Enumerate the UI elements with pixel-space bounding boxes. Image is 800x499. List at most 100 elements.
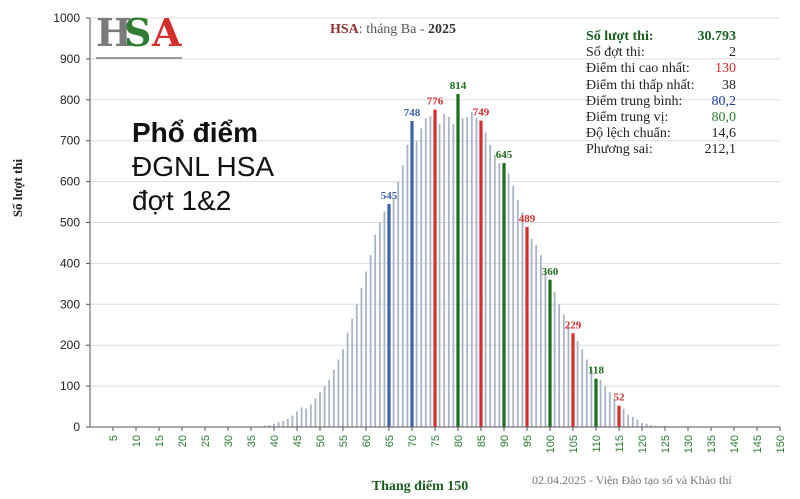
highlight-bar [571,333,575,427]
x-tick-label: 150 [775,435,787,453]
bar [323,386,326,427]
highlight-bar [594,378,598,427]
y-axis-title: Số lượt thi [10,158,25,217]
highlight-bar [433,109,437,427]
y-tick-label: 200 [60,338,80,352]
bar [374,234,377,427]
data-label: 360 [542,266,559,278]
bar [641,422,643,427]
bar [263,425,266,427]
logo-letter-h: H [96,10,132,55]
y-tick-label: 300 [60,297,80,311]
x-axis-title: Thang điểm 150 [372,479,468,494]
overlay-line-1: Phổ điểm [132,117,259,148]
bar [650,424,653,427]
bar [392,197,395,427]
stat-label: Điểm trung vị: [586,109,669,125]
y-tick-label: 0 [73,420,80,434]
title-sep: : [358,22,363,37]
x-tick-label: 60 [361,435,373,447]
bar [535,244,538,427]
highlight-bar [456,94,460,427]
stat-variance: Phương sai: 212,1 [586,142,736,158]
data-labels: 545 748 776 814 749 645 489 360 229 118 52 [381,80,625,404]
highlight-bar [617,405,621,427]
x-tick-label: 30 [223,435,235,447]
footer-credit: 02.04.2025 - Viện Đào tạo số và Khảo thí [532,473,732,487]
bar [429,116,432,427]
stat-min: Điểm thi thấp nhất: 38 [586,78,736,94]
bar [268,424,271,427]
stat-value: 30.793 [697,29,737,44]
overlay-caption: Phổ điểm ĐGNL HSA đợt 1&2 [132,116,274,218]
bar [383,211,386,427]
bar [291,415,294,427]
hsa-logo: H S A [96,10,186,59]
stat-max: Điểm thi cao nhất: 130 [586,61,736,77]
y-tick-label: 100 [60,379,80,393]
x-tick-label: 145 [752,435,764,453]
bar [309,404,312,427]
overlay-line-2: ĐGNL HSA [132,151,275,182]
title-year: 2025 [428,22,457,37]
bar [406,144,409,428]
highlight-bar [479,120,483,427]
highlight-bar [548,279,552,427]
data-label: 749 [473,107,490,119]
bar [608,392,611,427]
data-label: 118 [588,365,604,377]
bar [401,165,404,428]
stat-rounds: Số đợt thi: 2 [586,45,736,61]
highlight-bar [525,226,529,427]
bar [277,422,280,427]
data-label: 489 [519,213,536,225]
bar [599,379,602,427]
title-dash: - [419,22,425,37]
bar [636,419,639,427]
x-tick-label: 80 [453,435,465,447]
x-tick-label: 10 [131,435,143,447]
bar [351,318,354,427]
bar [355,304,358,427]
bar [489,144,492,428]
bar [337,359,340,427]
bar [562,314,565,427]
stat-label: Số đợt thi: [586,45,645,61]
bar [581,349,584,427]
bar [576,341,579,427]
stat-value: 212,1 [704,142,737,158]
x-tick-label: 35 [246,435,258,447]
x-tick-label: 15 [154,435,166,447]
x-tick-label: 115 [614,435,626,453]
bar [378,222,381,427]
bar [273,423,275,427]
x-tick-label: 110 [591,435,603,453]
bar [590,367,593,427]
bar [420,128,423,427]
stat-mean: Điểm trung bình: 80,2 [586,94,736,110]
bar [645,423,648,427]
data-label: 814 [450,80,467,92]
bar [539,255,542,427]
stat-label: Điểm thi cao nhất: [586,61,690,77]
x-tick-label: 65 [384,435,396,447]
data-label: 52 [614,392,626,404]
data-label: 748 [404,107,421,119]
bar [415,140,418,427]
bar [282,420,285,427]
bar [438,124,441,427]
bar [613,398,616,427]
x-tick-label: 125 [660,435,672,453]
x-tick-label: 45 [292,435,304,447]
bar [507,173,510,427]
stat-value: 2 [729,45,736,61]
data-label: 645 [496,149,513,161]
x-tick-label: 70 [407,435,419,447]
x-tick-label: 50 [315,435,327,447]
title-month: tháng Ba [366,22,417,37]
bar [461,118,464,427]
x-tick-label: 130 [683,435,695,453]
stat-median: Điểm trung vị: 80,0 [586,110,736,126]
bar [558,304,561,427]
